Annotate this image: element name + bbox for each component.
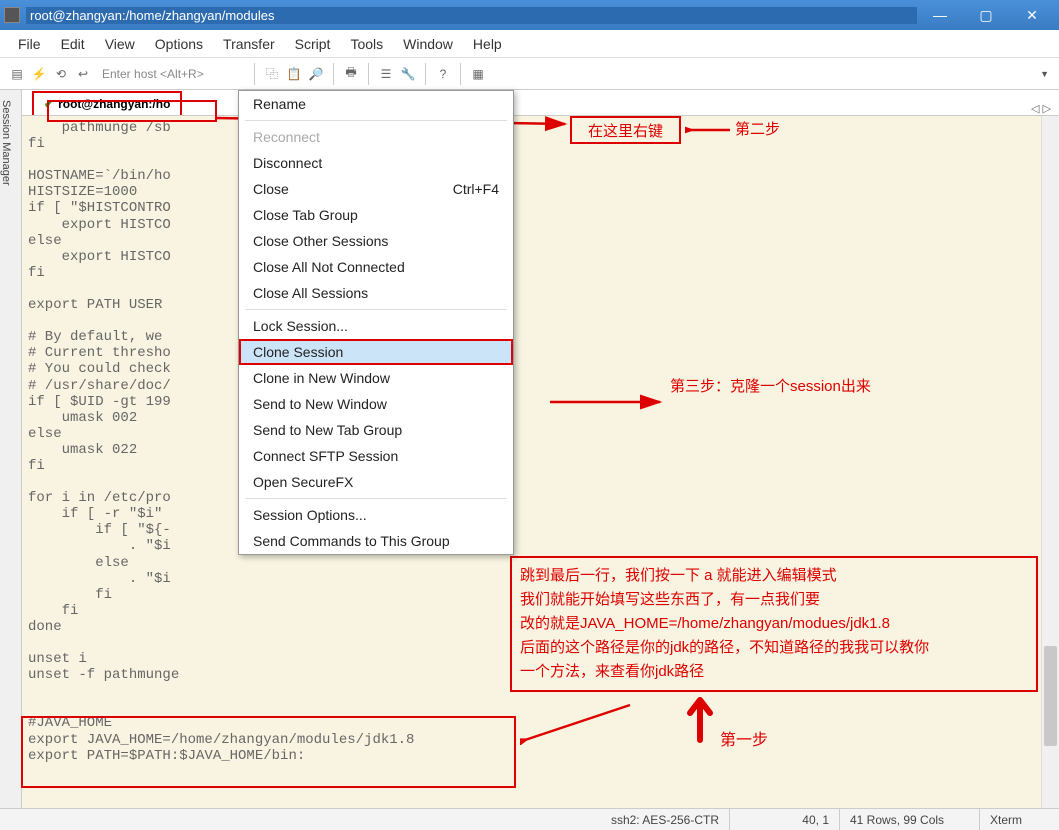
ctx-send-to-new-window[interactable]: Send to New Window <box>239 391 513 417</box>
menu-help[interactable]: Help <box>463 32 512 56</box>
ctx-clone-in-new-window[interactable]: Clone in New Window <box>239 365 513 391</box>
help-icon[interactable]: ? <box>434 65 452 83</box>
status-size: 41 Rows, 99 Cols <box>840 809 980 830</box>
menu-options[interactable]: Options <box>145 32 213 56</box>
ctx-disconnect[interactable]: Disconnect <box>239 150 513 176</box>
ctx-open-securefx[interactable]: Open SecureFX <box>239 469 513 495</box>
paste-icon[interactable]: 📋 <box>285 65 303 83</box>
ctx-send-commands-to-this-group[interactable]: Send Commands to This Group <box>239 528 513 554</box>
ctx-close-other-sessions[interactable]: Close Other Sessions <box>239 228 513 254</box>
status-ready <box>0 809 370 830</box>
ctx-clone-session[interactable]: Clone Session <box>239 339 513 365</box>
ctx-close[interactable]: CloseCtrl+F4 <box>239 176 513 202</box>
minimize-button[interactable]: — <box>917 0 963 30</box>
menu-tools[interactable]: Tools <box>340 32 393 56</box>
status-cursor-position: 40, 1 <box>730 809 840 830</box>
annot-box-rightclick: 在这里右键 <box>570 116 681 144</box>
reconnect-icon[interactable]: ⟲ <box>52 65 70 83</box>
tab-context-menu: RenameReconnectDisconnectCloseCtrl+F4Clo… <box>238 90 514 555</box>
tab-nav-arrows[interactable]: ◁ ▷ <box>1031 102 1059 115</box>
ctx-reconnect[interactable]: Reconnect <box>239 124 513 150</box>
quick-connect-icon[interactable]: ⚡ <box>30 65 48 83</box>
ctx-rename[interactable]: Rename <box>239 91 513 117</box>
window-title: root@zhangyan:/home/zhangyan/modules <box>26 7 917 24</box>
print-icon[interactable]: 🖶 <box>342 65 360 83</box>
menu-script[interactable]: Script <box>285 32 341 56</box>
properties-icon[interactable]: ☰ <box>377 65 395 83</box>
host-input[interactable]: Enter host <Alt+R> <box>96 65 246 83</box>
terminal-output[interactable]: pathmunge /sb fi HOSTNAME=`/bin/ho HISTS… <box>22 116 1059 808</box>
terminal-vertical-scrollbar[interactable] <box>1041 116 1059 808</box>
ctx-close-all-not-connected[interactable]: Close All Not Connected <box>239 254 513 280</box>
disconnect-icon[interactable]: ↩ <box>74 65 92 83</box>
ctx-close-all-sessions[interactable]: Close All Sessions <box>239 280 513 306</box>
annot-explain-text: 跳到最后一行，我们按一下 a 就能进入编辑模式我们就能开始填写这些东西了，有一点… <box>520 564 1028 684</box>
annot-box-javahome <box>21 716 516 788</box>
scrollbar-thumb[interactable] <box>1044 646 1057 746</box>
ctx-send-to-new-tab-group[interactable]: Send to New Tab Group <box>239 417 513 443</box>
app-icon <box>4 7 20 23</box>
maximize-button[interactable]: ▢ <box>963 0 1009 30</box>
copy-icon[interactable]: ⿻ <box>263 65 281 83</box>
menu-transfer[interactable]: Transfer <box>213 32 285 56</box>
status-connection: ssh2: AES-256-CTR <box>370 809 730 830</box>
titlebar: root@zhangyan:/home/zhangyan/modules — ▢… <box>0 0 1059 30</box>
session-manager-icon[interactable]: ▤ <box>8 65 26 83</box>
menu-window[interactable]: Window <box>393 32 463 56</box>
annot-rightclick-label: 在这里右键 <box>588 120 663 141</box>
statusbar: ssh2: AES-256-CTR 40, 1 41 Rows, 99 Cols… <box>0 808 1059 830</box>
menubar: File Edit View Options Transfer Script T… <box>0 30 1059 58</box>
annot-box-tab <box>47 100 217 122</box>
ctx-session-options-[interactable]: Session Options... <box>239 502 513 528</box>
close-button[interactable]: ✕ <box>1009 0 1055 30</box>
ctx-lock-session-[interactable]: Lock Session... <box>239 313 513 339</box>
ctx-connect-sftp-session[interactable]: Connect SFTP Session <box>239 443 513 469</box>
toolbar-overflow-icon[interactable]: ▼ <box>1038 67 1051 81</box>
annot-box-explain: 跳到最后一行，我们按一下 a 就能进入编辑模式我们就能开始填写这些东西了，有一点… <box>510 556 1038 692</box>
ctx-close-tab-group[interactable]: Close Tab Group <box>239 202 513 228</box>
status-termtype: Xterm <box>980 809 1059 830</box>
find-icon[interactable]: 🔎 <box>307 65 325 83</box>
session-manager-side-tab[interactable]: Session Manager <box>0 90 22 808</box>
menu-edit[interactable]: Edit <box>51 32 95 56</box>
options-icon[interactable]: 🔧 <box>399 65 417 83</box>
menu-file[interactable]: File <box>8 32 51 56</box>
securefx-icon[interactable]: ▦ <box>469 65 487 83</box>
menu-view[interactable]: View <box>95 32 145 56</box>
toolbar: ▤ ⚡ ⟲ ↩ Enter host <Alt+R> ⿻ 📋 🔎 🖶 ☰ 🔧 ?… <box>0 58 1059 90</box>
